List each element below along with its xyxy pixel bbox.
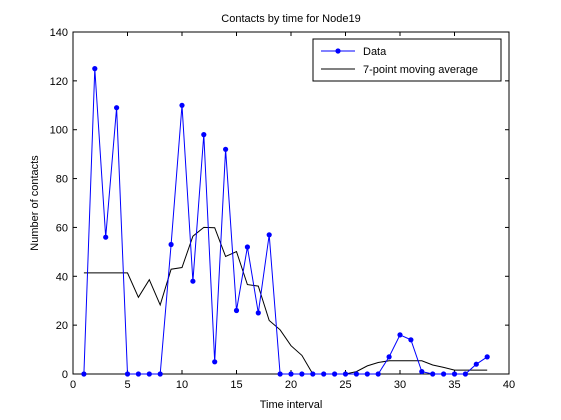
data-point <box>397 332 403 338</box>
data-point <box>375 371 381 377</box>
series-layer <box>81 66 490 377</box>
x-tick-label: 5 <box>124 379 130 391</box>
y-tick-label: 80 <box>56 174 68 186</box>
data-point <box>321 371 327 377</box>
data-point <box>310 371 316 377</box>
legend-label-data: Data <box>363 46 387 58</box>
y-axis: 0 20 40 60 80 100 120 140 <box>50 27 509 381</box>
y-tick-label: 100 <box>50 125 68 137</box>
data-point <box>419 369 425 375</box>
x-tick-label: 20 <box>285 379 297 391</box>
data-point <box>168 241 174 248</box>
data-point <box>342 371 349 377</box>
data-point <box>484 354 490 360</box>
data-point <box>255 310 261 316</box>
data-point <box>103 234 109 240</box>
data-point <box>212 359 218 365</box>
data-point <box>451 371 458 377</box>
data-point <box>157 371 163 377</box>
data-point <box>408 337 414 343</box>
data-point <box>223 146 229 152</box>
x-axis-title: Time interval <box>260 399 323 411</box>
x-tick-label: 25 <box>339 379 351 391</box>
data-point <box>92 66 98 72</box>
data-point <box>146 371 152 377</box>
x-tick-label: 10 <box>176 379 188 391</box>
data-point <box>386 354 392 360</box>
y-tick-label: 120 <box>50 76 68 88</box>
legend-label-moving-average: 7-point moving average <box>363 64 478 76</box>
data-point <box>430 371 436 377</box>
y-tick-label: 40 <box>56 271 68 283</box>
y-tick-label: 60 <box>56 222 68 234</box>
data-point <box>124 371 131 377</box>
x-tick-label: 35 <box>448 379 460 391</box>
data-point <box>473 361 479 367</box>
data-point <box>114 105 120 111</box>
data-point <box>364 371 370 377</box>
y-tick-label: 140 <box>50 27 68 39</box>
y-tick-label: 0 <box>62 369 68 381</box>
data-point <box>135 371 141 377</box>
data-point <box>299 371 305 377</box>
data-point <box>81 371 87 377</box>
data-point <box>244 244 250 250</box>
x-tick-label: 30 <box>394 379 406 391</box>
data-point <box>266 232 272 238</box>
x-tick-label: 15 <box>230 379 242 391</box>
data-point <box>353 371 359 377</box>
data-point <box>462 371 468 377</box>
data-point <box>201 132 207 138</box>
data-point <box>233 307 240 314</box>
legend: Data 7-point moving average <box>312 38 502 82</box>
y-tick-label: 20 <box>56 320 68 332</box>
legend-box <box>312 38 502 82</box>
data-point <box>179 102 185 108</box>
data-point <box>277 371 283 377</box>
data-point <box>441 371 447 377</box>
data-point <box>190 278 196 284</box>
chart-title: Contacts by time for Node19 <box>221 13 360 25</box>
plot-area <box>72 31 510 375</box>
data-point <box>332 371 338 377</box>
moving-average-line <box>83 226 488 375</box>
x-tick-label: 0 <box>70 379 76 391</box>
x-tick-label: 40 <box>503 379 515 391</box>
y-axis-title: Number of contacts <box>29 155 41 251</box>
data-point <box>288 371 294 377</box>
legend-marker-data <box>335 48 341 54</box>
